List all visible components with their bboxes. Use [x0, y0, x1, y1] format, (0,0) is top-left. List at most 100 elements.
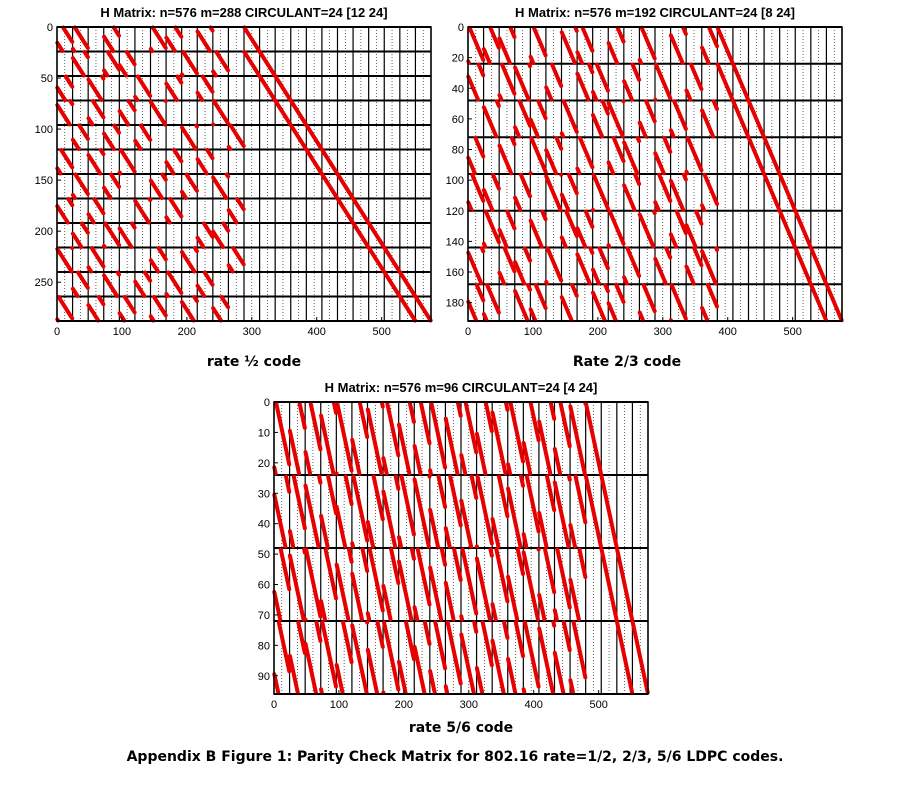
circulant-segment: [707, 25, 720, 49]
circulant-segment: [192, 295, 199, 304]
y-tick-labels: 0 20 40 60 80 100 120 140 160 180: [446, 22, 472, 310]
circulant-segment: [568, 404, 587, 476]
circulant-segment: [412, 644, 427, 695]
circulant-segment: [685, 136, 704, 173]
circulant-segment: [148, 100, 168, 127]
circulant-segment: [63, 74, 75, 89]
circulant-segment: [537, 593, 547, 622]
circulant-segment: [668, 128, 676, 139]
circulant-segment: [319, 599, 327, 622]
circulant-segment: [561, 99, 579, 134]
y-tick-label: 80: [452, 145, 464, 157]
circulant-segment: [625, 246, 642, 278]
circulant-segment: [473, 136, 486, 159]
circulant-segment: [603, 283, 610, 294]
circulant-segment: [371, 474, 385, 522]
circulant-segment: [73, 172, 90, 196]
y-tick-label: 80: [258, 640, 270, 652]
circulant-segment: [488, 547, 494, 558]
circulant-segment: [429, 401, 448, 470]
circulant-segment: [466, 250, 484, 286]
circulant-segment: [653, 62, 673, 101]
circulant-segment: [381, 584, 393, 622]
circulant-segment: [568, 678, 576, 695]
circulant-segment: [657, 172, 673, 203]
circulant-segment: [273, 99, 293, 127]
circulant-segment: [164, 291, 170, 298]
circulant-segment: [365, 520, 376, 549]
circulant-segment: [443, 416, 460, 476]
circulant-segment: [521, 687, 527, 695]
x-tick-label: 100: [330, 699, 348, 711]
circulant-segment: [488, 25, 501, 50]
circulant-segment: [497, 227, 509, 249]
circulant-segment: [200, 74, 215, 94]
circulant-segment: [102, 273, 120, 298]
circulant-segment: [705, 283, 720, 309]
circulant-segment: [152, 295, 168, 318]
circulant-segment: [481, 312, 489, 323]
circulant-segment: [575, 50, 584, 65]
circulant-segment: [517, 99, 533, 128]
circulant-segment: [599, 547, 619, 622]
circulant-segment: [289, 99, 309, 127]
circulant-segment: [195, 90, 205, 102]
circulant-segment: [181, 50, 199, 76]
circulant-segment: [164, 81, 179, 102]
circulant-segment: [287, 428, 301, 476]
circulant-segment: [102, 131, 116, 151]
circulant-segment: [762, 136, 782, 176]
matrix-entries: [55, 25, 433, 323]
circulant-segment: [496, 474, 510, 519]
circulant-segment: [91, 99, 106, 120]
circulant-segment: [476, 62, 486, 78]
circulant-segment: [472, 620, 479, 634]
circulant-segment: [111, 25, 122, 38]
circulant-segment: [139, 123, 153, 142]
circulant-segment: [443, 526, 452, 549]
circulant-segment: [320, 148, 340, 176]
circulant-segment: [350, 571, 364, 622]
x-tick-label: 200: [178, 326, 196, 338]
circulant-segment: [194, 123, 199, 129]
circulant-segment: [662, 136, 673, 154]
circulant-segment: [500, 62, 517, 96]
circulant-segment: [513, 65, 531, 102]
circulant-segment: [506, 462, 513, 476]
circulant-segment: [211, 229, 225, 249]
circulant-segment: [537, 626, 555, 695]
circulant-segment: [86, 77, 104, 102]
circulant-segment: [571, 620, 588, 680]
circulant-segment: [522, 246, 533, 263]
x-tick-label: 200: [589, 326, 607, 338]
x-tick-label: 0: [54, 326, 60, 338]
circulant-segment: [637, 120, 648, 139]
y-tick-label: 250: [35, 277, 53, 289]
circulant-segment: [55, 103, 72, 127]
circulant-segment: [590, 113, 605, 139]
circulant-segment: [809, 246, 829, 286]
circulant-segment: [439, 547, 448, 567]
circulant-segment: [481, 105, 499, 139]
circulant-segment: [567, 474, 572, 482]
circulant-segment: [436, 474, 448, 509]
circulant-segment: [479, 246, 486, 254]
circulant-segment: [320, 620, 339, 689]
circulant-segment: [550, 62, 564, 88]
circulant-segment: [70, 286, 80, 298]
circulant-segment: [639, 25, 657, 61]
y-tick-label: 50: [258, 549, 270, 561]
circulant-segment: [103, 221, 122, 247]
circulant-segment: [332, 401, 339, 415]
circulant-segment: [122, 295, 137, 315]
circulant-segment: [506, 657, 518, 695]
circulant-segment: [86, 265, 94, 274]
circulant-segment: [700, 203, 707, 212]
circulant-segment: [82, 50, 90, 60]
circulant-segment: [124, 50, 137, 67]
circulant-segment: [86, 303, 101, 323]
circulant-segment: [381, 456, 389, 476]
circulant-segment: [408, 401, 416, 424]
circulant-segment: [515, 547, 526, 576]
circulant-segment: [587, 62, 595, 75]
